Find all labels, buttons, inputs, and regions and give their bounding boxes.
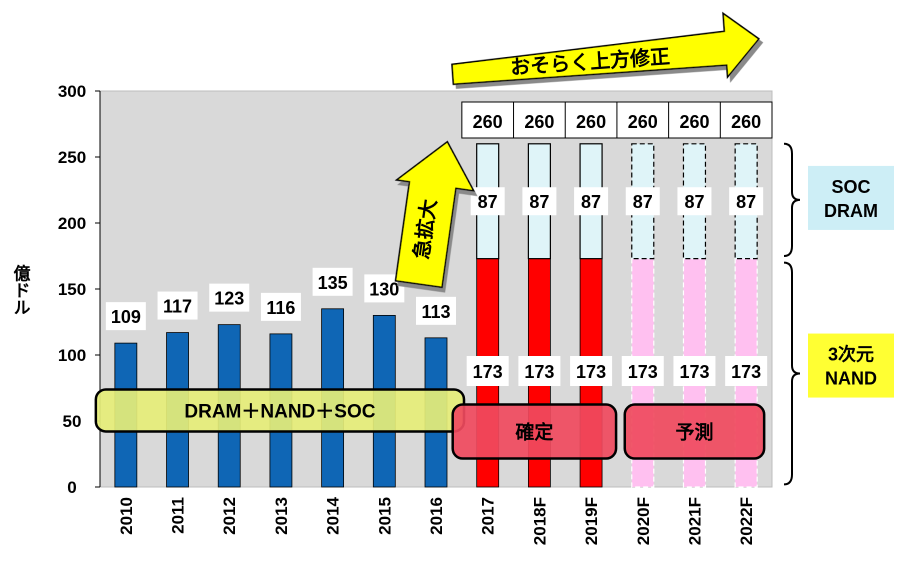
data-label-soc-dram-box (625, 187, 660, 216)
data-label-total: 130 (369, 279, 399, 299)
x-tick-label: 2020F (634, 497, 653, 545)
data-label-nand-box (673, 356, 716, 386)
y-tick-label: 0 (67, 478, 76, 497)
y-axis-title: 億ドル (11, 263, 31, 315)
legend-soc-dram-box (808, 165, 894, 230)
x-tick-label: 2021F (685, 497, 704, 545)
legend-soc-dram: DRAM (824, 201, 878, 221)
y-tick-label: 100 (58, 346, 86, 365)
data-label-nand: 173 (679, 362, 709, 382)
data-label-total: 260 (473, 112, 503, 132)
arrow-revision (451, 11, 761, 86)
data-label-total: 260 (628, 112, 658, 132)
bracket-nand (783, 261, 801, 486)
value-labels: 109 117 123 116 135 130 113 260 260 260 260 260 260 8… (105, 101, 773, 386)
data-label-total-box (105, 302, 146, 331)
y-axis-ticks: 0 50 100 150 200 250 300 (58, 82, 100, 497)
y-tick-label: 200 (58, 214, 86, 233)
data-label-total: 260 (576, 112, 606, 132)
data-label-nand-box (570, 356, 613, 386)
data-label-total: 260 (731, 112, 761, 132)
x-tick-label: 2017 (479, 497, 498, 535)
data-label-nand-box (725, 356, 768, 386)
legend: SOC DRAM 3次元 NAND (783, 142, 894, 486)
data-label-soc-dram: 87 (633, 192, 653, 212)
data-label-soc-dram: 87 (478, 192, 498, 212)
y-tick-label: 300 (58, 82, 86, 101)
data-label-soc-dram-box (574, 187, 609, 216)
x-tick-label: 2013 (272, 497, 291, 535)
x-tick-label: 2018F (530, 497, 549, 545)
legend-nand: 3次元 (828, 344, 874, 365)
data-label-nand-box (518, 356, 561, 386)
arrow-surge (394, 140, 476, 289)
x-axis-labels: 2010 2011 2012 2013 2014 2015 2016 2017 2018F 201… (117, 496, 756, 545)
data-label-total-box (312, 267, 353, 296)
data-label-total-box (260, 292, 301, 321)
data-label-total: 123 (214, 289, 244, 309)
data-label-total-box (209, 283, 250, 312)
x-tick-label: 2010 (117, 497, 136, 535)
legend-soc-dram: SOC (831, 177, 870, 197)
x-tick-label: 2015 (375, 497, 394, 535)
data-label-nand: 173 (576, 362, 606, 382)
data-label-soc-dram-box (677, 187, 712, 216)
data-label-total: 109 (111, 307, 141, 327)
overlay-forecast-label-box (623, 403, 766, 460)
data-label-nand: 173 (628, 362, 658, 382)
data-label-nand: 173 (731, 362, 761, 382)
data-label-nand: 173 (473, 362, 503, 382)
y-tick-label: 50 (63, 412, 82, 431)
x-tick-label: 2016 (427, 497, 446, 535)
data-label-total-box (157, 291, 198, 320)
data-label-soc-dram: 87 (736, 192, 756, 212)
data-label-soc-dram: 87 (581, 192, 601, 212)
data-label-nand-box (466, 356, 509, 386)
data-label-soc-dram: 87 (529, 192, 549, 212)
data-label-nand: 173 (524, 362, 554, 382)
x-tick-label: 2011 (169, 497, 188, 534)
data-label-soc-dram-box (522, 187, 557, 216)
overlay-confirmed-label: 確定 (515, 421, 553, 444)
bracket-soc-dram (783, 142, 801, 257)
data-label-total-box (416, 296, 456, 325)
x-tick-label: 2014 (324, 496, 343, 534)
y-tick-label: 150 (58, 280, 86, 299)
data-label-soc-dram: 87 (684, 192, 704, 212)
data-label-total: 260 (524, 112, 554, 132)
overlays: DRAM＋NAND＋SOC 確定 予測 (94, 388, 766, 460)
x-tick-label: 2022F (737, 497, 756, 545)
x-tick-label: 2012 (220, 497, 239, 535)
x-tick-label: 2019F (582, 497, 601, 545)
data-label-soc-dram-box (729, 187, 764, 216)
data-label-total: 113 (421, 302, 450, 322)
data-label-total: 135 (318, 273, 348, 293)
overlay-forecast-label: 予測 (675, 421, 713, 444)
legend-nand-box (808, 333, 894, 398)
data-label-total: 260 (679, 112, 709, 132)
legend-nand: NAND (825, 369, 877, 389)
data-label-nand-box (621, 356, 664, 386)
data-label-soc-dram-box (470, 187, 505, 216)
overlay-confirmed-label-box (451, 403, 618, 460)
y-tick-label: 250 (58, 148, 86, 167)
data-label-total: 117 (163, 297, 192, 317)
overlay-past-label: DRAM＋NAND＋SOC (184, 401, 375, 422)
data-label-total: 116 (266, 298, 295, 318)
